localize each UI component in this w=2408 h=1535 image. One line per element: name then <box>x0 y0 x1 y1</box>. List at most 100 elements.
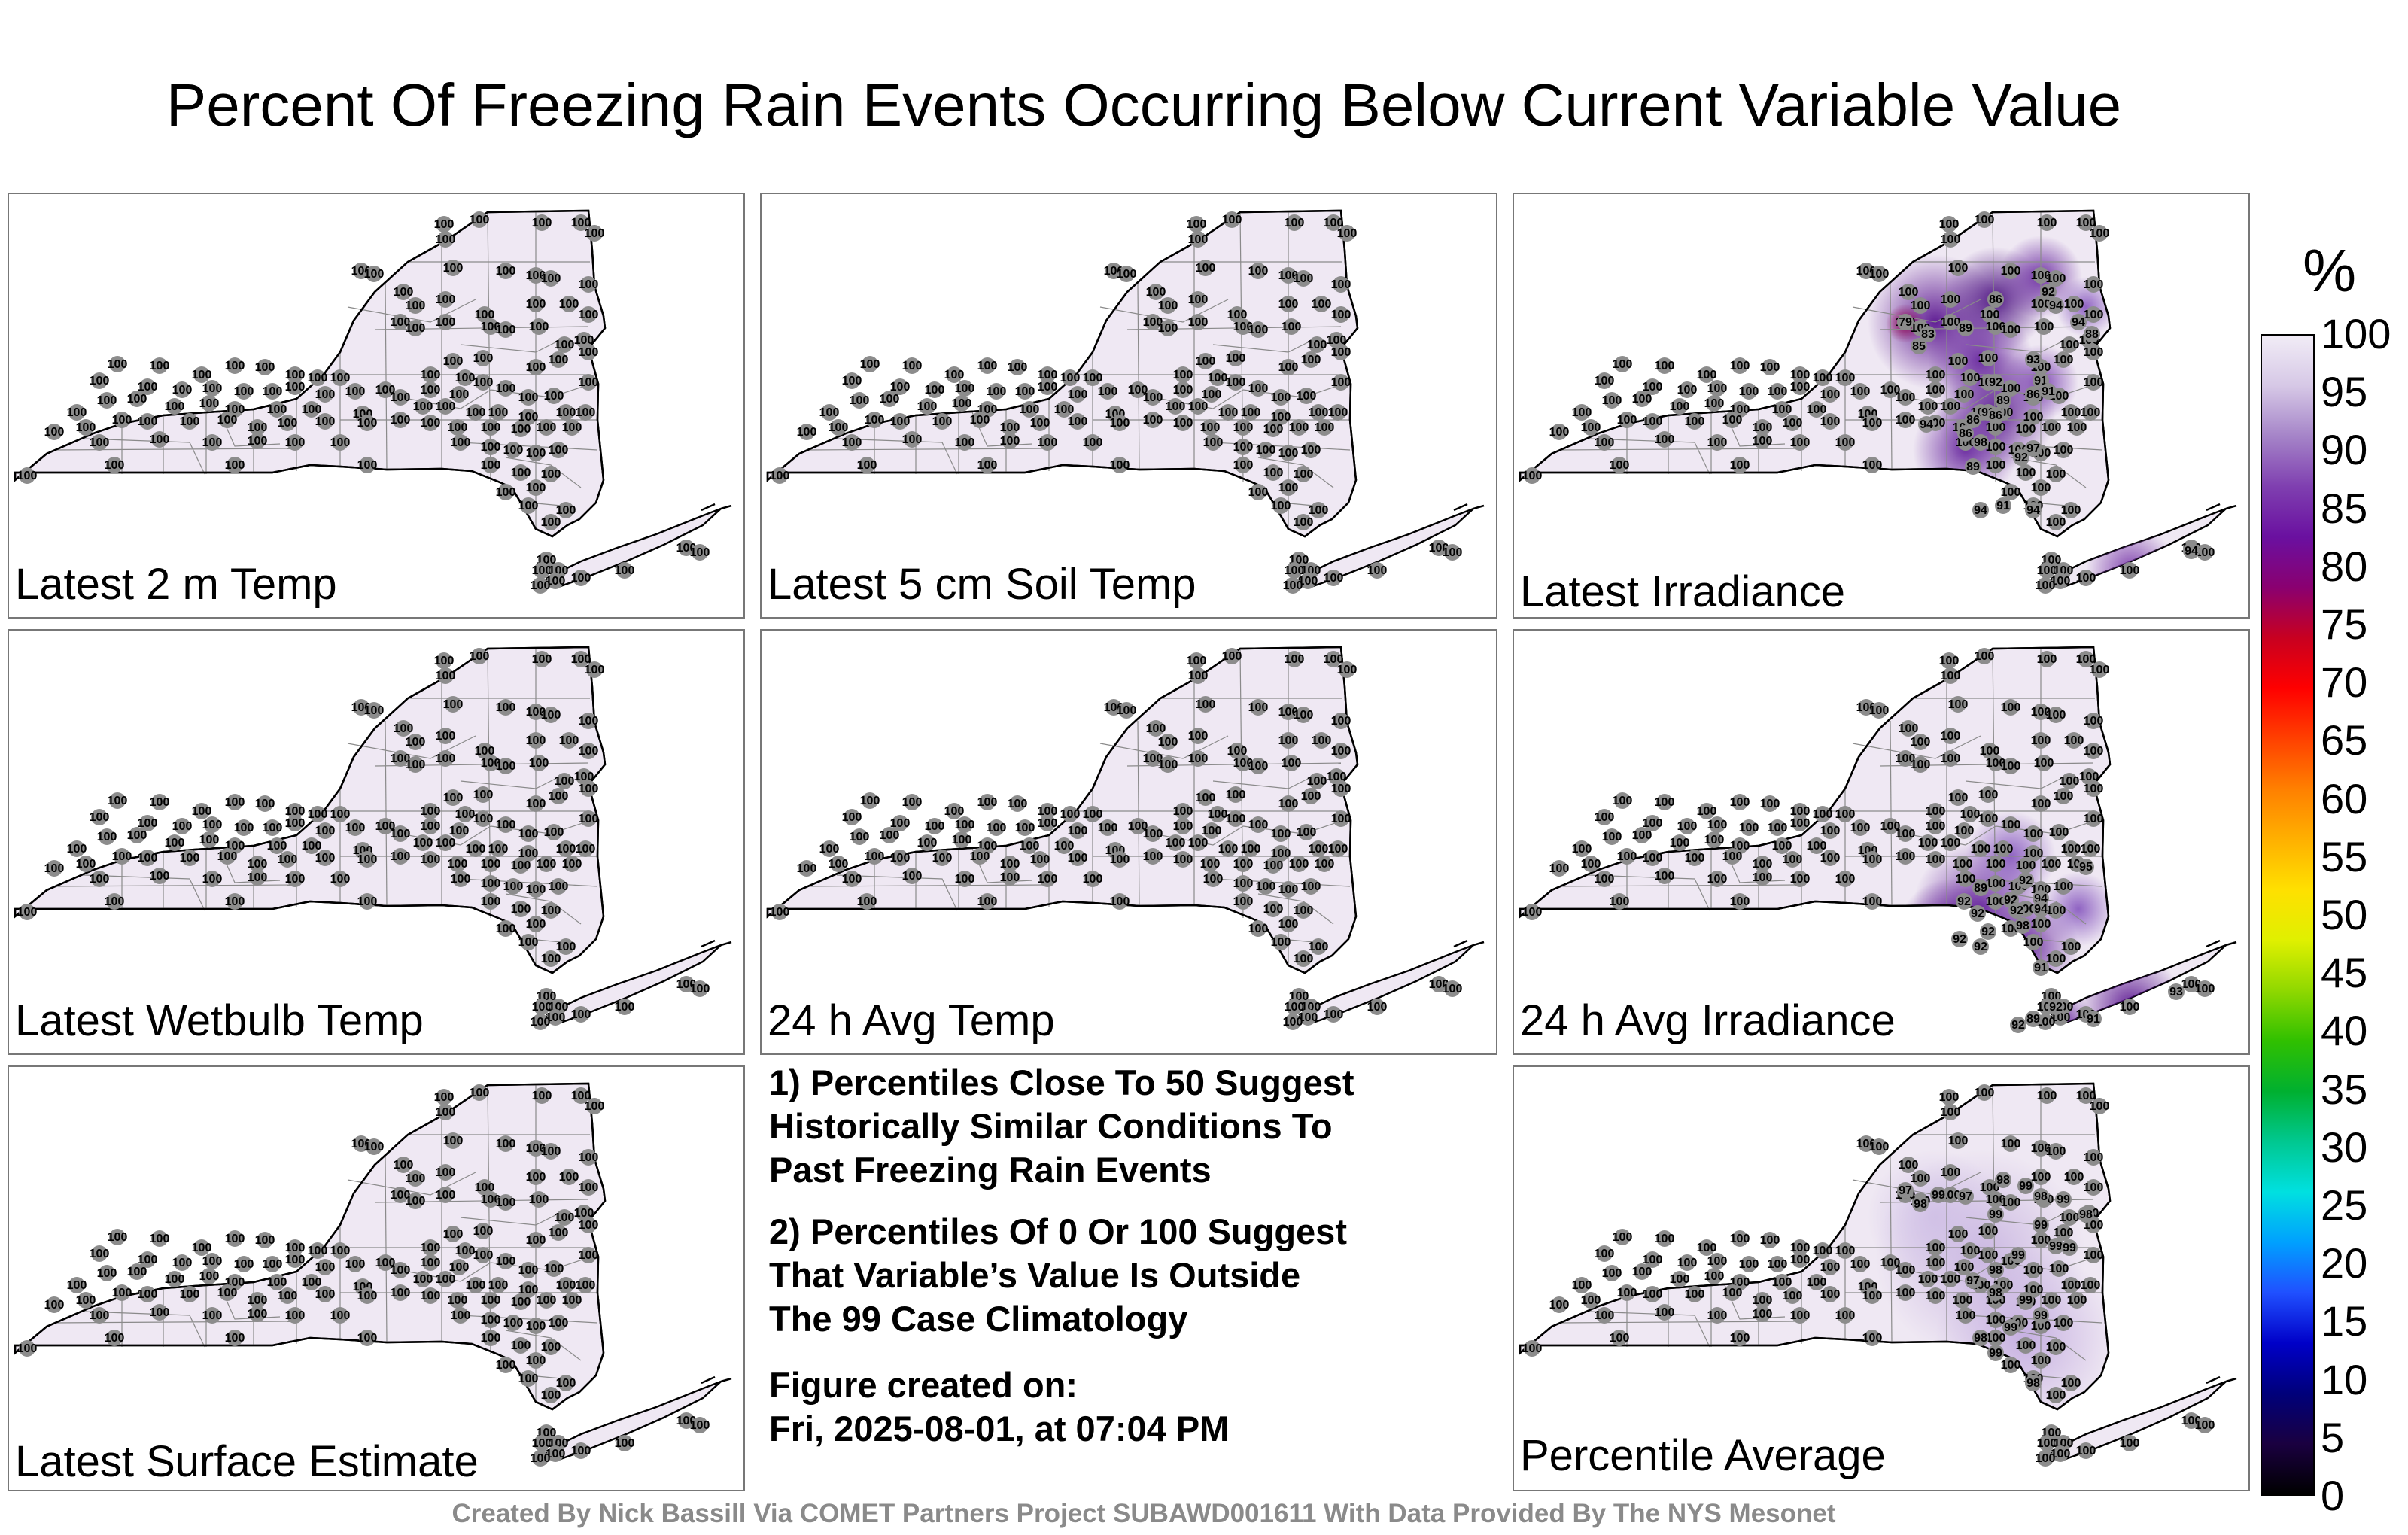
station-marker <box>1634 391 1650 407</box>
station-marker <box>1002 869 1018 886</box>
station-marker <box>482 893 499 910</box>
station-marker <box>264 1256 281 1272</box>
station-marker <box>1145 848 1161 865</box>
station-marker <box>1976 1084 1993 1101</box>
station-value: 100 <box>1899 722 1919 735</box>
station-marker <box>946 366 962 383</box>
station-value: 100 <box>1953 1294 1973 1307</box>
station-marker <box>1310 840 1327 857</box>
station-marker <box>1056 401 1072 418</box>
station-value: 100 <box>1203 873 1224 886</box>
station-marker <box>531 1191 547 1208</box>
station-value: 100 <box>2079 771 2099 783</box>
station-marker <box>497 816 514 833</box>
station-value: 100 <box>413 400 433 413</box>
station-value: 100 <box>2023 411 2044 424</box>
station-value: 100 <box>481 321 501 333</box>
station-value: 100 <box>1632 829 1652 842</box>
station-value: 100 <box>406 758 426 771</box>
station-value: 100 <box>1068 388 1088 401</box>
station-value: 100 <box>2037 653 2057 666</box>
station-marker <box>303 1274 320 1290</box>
station-marker <box>407 1170 424 1187</box>
station-value: 100 <box>202 819 223 831</box>
station-value: 100 <box>330 873 351 886</box>
station-value: 100 <box>330 1309 351 1322</box>
station-marker <box>257 1232 273 1248</box>
station-value: 100 <box>180 415 200 428</box>
station-value: 100 <box>1315 421 1335 434</box>
station-marker <box>2025 1375 2042 1391</box>
station-value: 100 <box>436 752 456 765</box>
station-value: 100 <box>1060 372 1081 385</box>
station-value: 100 <box>2060 339 2080 351</box>
station-marker <box>580 1217 597 1233</box>
station-marker <box>2048 950 2064 967</box>
station-value: 100 <box>902 433 923 446</box>
station-marker <box>2121 999 2138 1015</box>
station-marker <box>407 1193 424 1209</box>
station-value: 100 <box>1760 361 1780 374</box>
station-value: 100 <box>2046 904 2066 917</box>
station-value: 100 <box>1188 670 1209 682</box>
fork-line <box>720 1377 732 1383</box>
station-value: 100 <box>1285 217 1305 229</box>
station-value: 100 <box>546 1448 566 1461</box>
station-value: 100 <box>2195 1419 2215 1432</box>
station-marker <box>482 1191 499 1208</box>
station-marker <box>1762 359 1778 375</box>
station-marker <box>2197 1417 2213 1433</box>
map-panel-24h-avg-irradiance: 100 100 100 100 100 100 100 100 100 100 100 100 100 1… <box>1513 629 2250 1055</box>
station-marker <box>1325 214 1342 231</box>
station-value: 100 <box>1926 853 1946 866</box>
station-marker <box>2048 999 2064 1015</box>
station-value: 100 <box>248 1294 268 1307</box>
station-value: 100 <box>308 808 328 821</box>
colorbar-tick-label: 45 <box>2321 949 2368 997</box>
station-marker <box>2197 544 2213 561</box>
station-value: 100 <box>952 834 972 847</box>
station-value: 100 <box>1896 414 1916 427</box>
station-marker <box>1339 225 1355 242</box>
station-value: 100 <box>443 355 464 368</box>
station-value: 100 <box>579 346 599 359</box>
station-marker <box>1148 720 1164 737</box>
station-value: 100 <box>518 847 539 860</box>
station-marker <box>106 1330 123 1346</box>
station-marker <box>1987 1345 2004 1361</box>
county-line <box>1890 284 1893 470</box>
station-value: 100 <box>345 822 366 834</box>
station-marker <box>1250 920 1266 937</box>
station-value: 100 <box>541 1341 561 1354</box>
station-value: 100 <box>1227 745 1248 758</box>
station-marker <box>392 1284 409 1301</box>
station-value: 100 <box>2046 953 2066 965</box>
station-value: 100 <box>1227 309 1248 321</box>
station-marker <box>2025 825 2042 842</box>
station-value: 98 <box>2034 1190 2048 1203</box>
station-marker <box>586 1098 603 1114</box>
station-marker <box>46 860 62 877</box>
station-marker <box>174 1254 190 1271</box>
station-marker <box>497 484 514 500</box>
station-marker <box>279 1287 296 1304</box>
fork-line <box>701 503 716 512</box>
station-marker <box>181 1286 198 1302</box>
station-value: 100 <box>2084 813 2104 825</box>
station-value: 100 <box>44 1299 65 1312</box>
station-marker <box>1619 412 1635 428</box>
station-value: 100 <box>1768 1258 1788 1271</box>
station-value: 100 <box>315 1288 336 1301</box>
station-value: 100 <box>571 653 591 666</box>
station-value: 100 <box>1899 286 1919 299</box>
station-value: 100 <box>1655 360 1675 372</box>
station-value: 100 <box>421 820 441 833</box>
station-marker <box>2010 1017 2026 1033</box>
station-value: 100 <box>470 1087 490 1099</box>
station-marker <box>392 750 409 767</box>
station-marker <box>359 851 375 868</box>
station-marker <box>844 434 860 451</box>
station-value: 100 <box>391 316 411 329</box>
station-value: 100 <box>902 870 923 883</box>
station-marker <box>1871 1138 1887 1155</box>
